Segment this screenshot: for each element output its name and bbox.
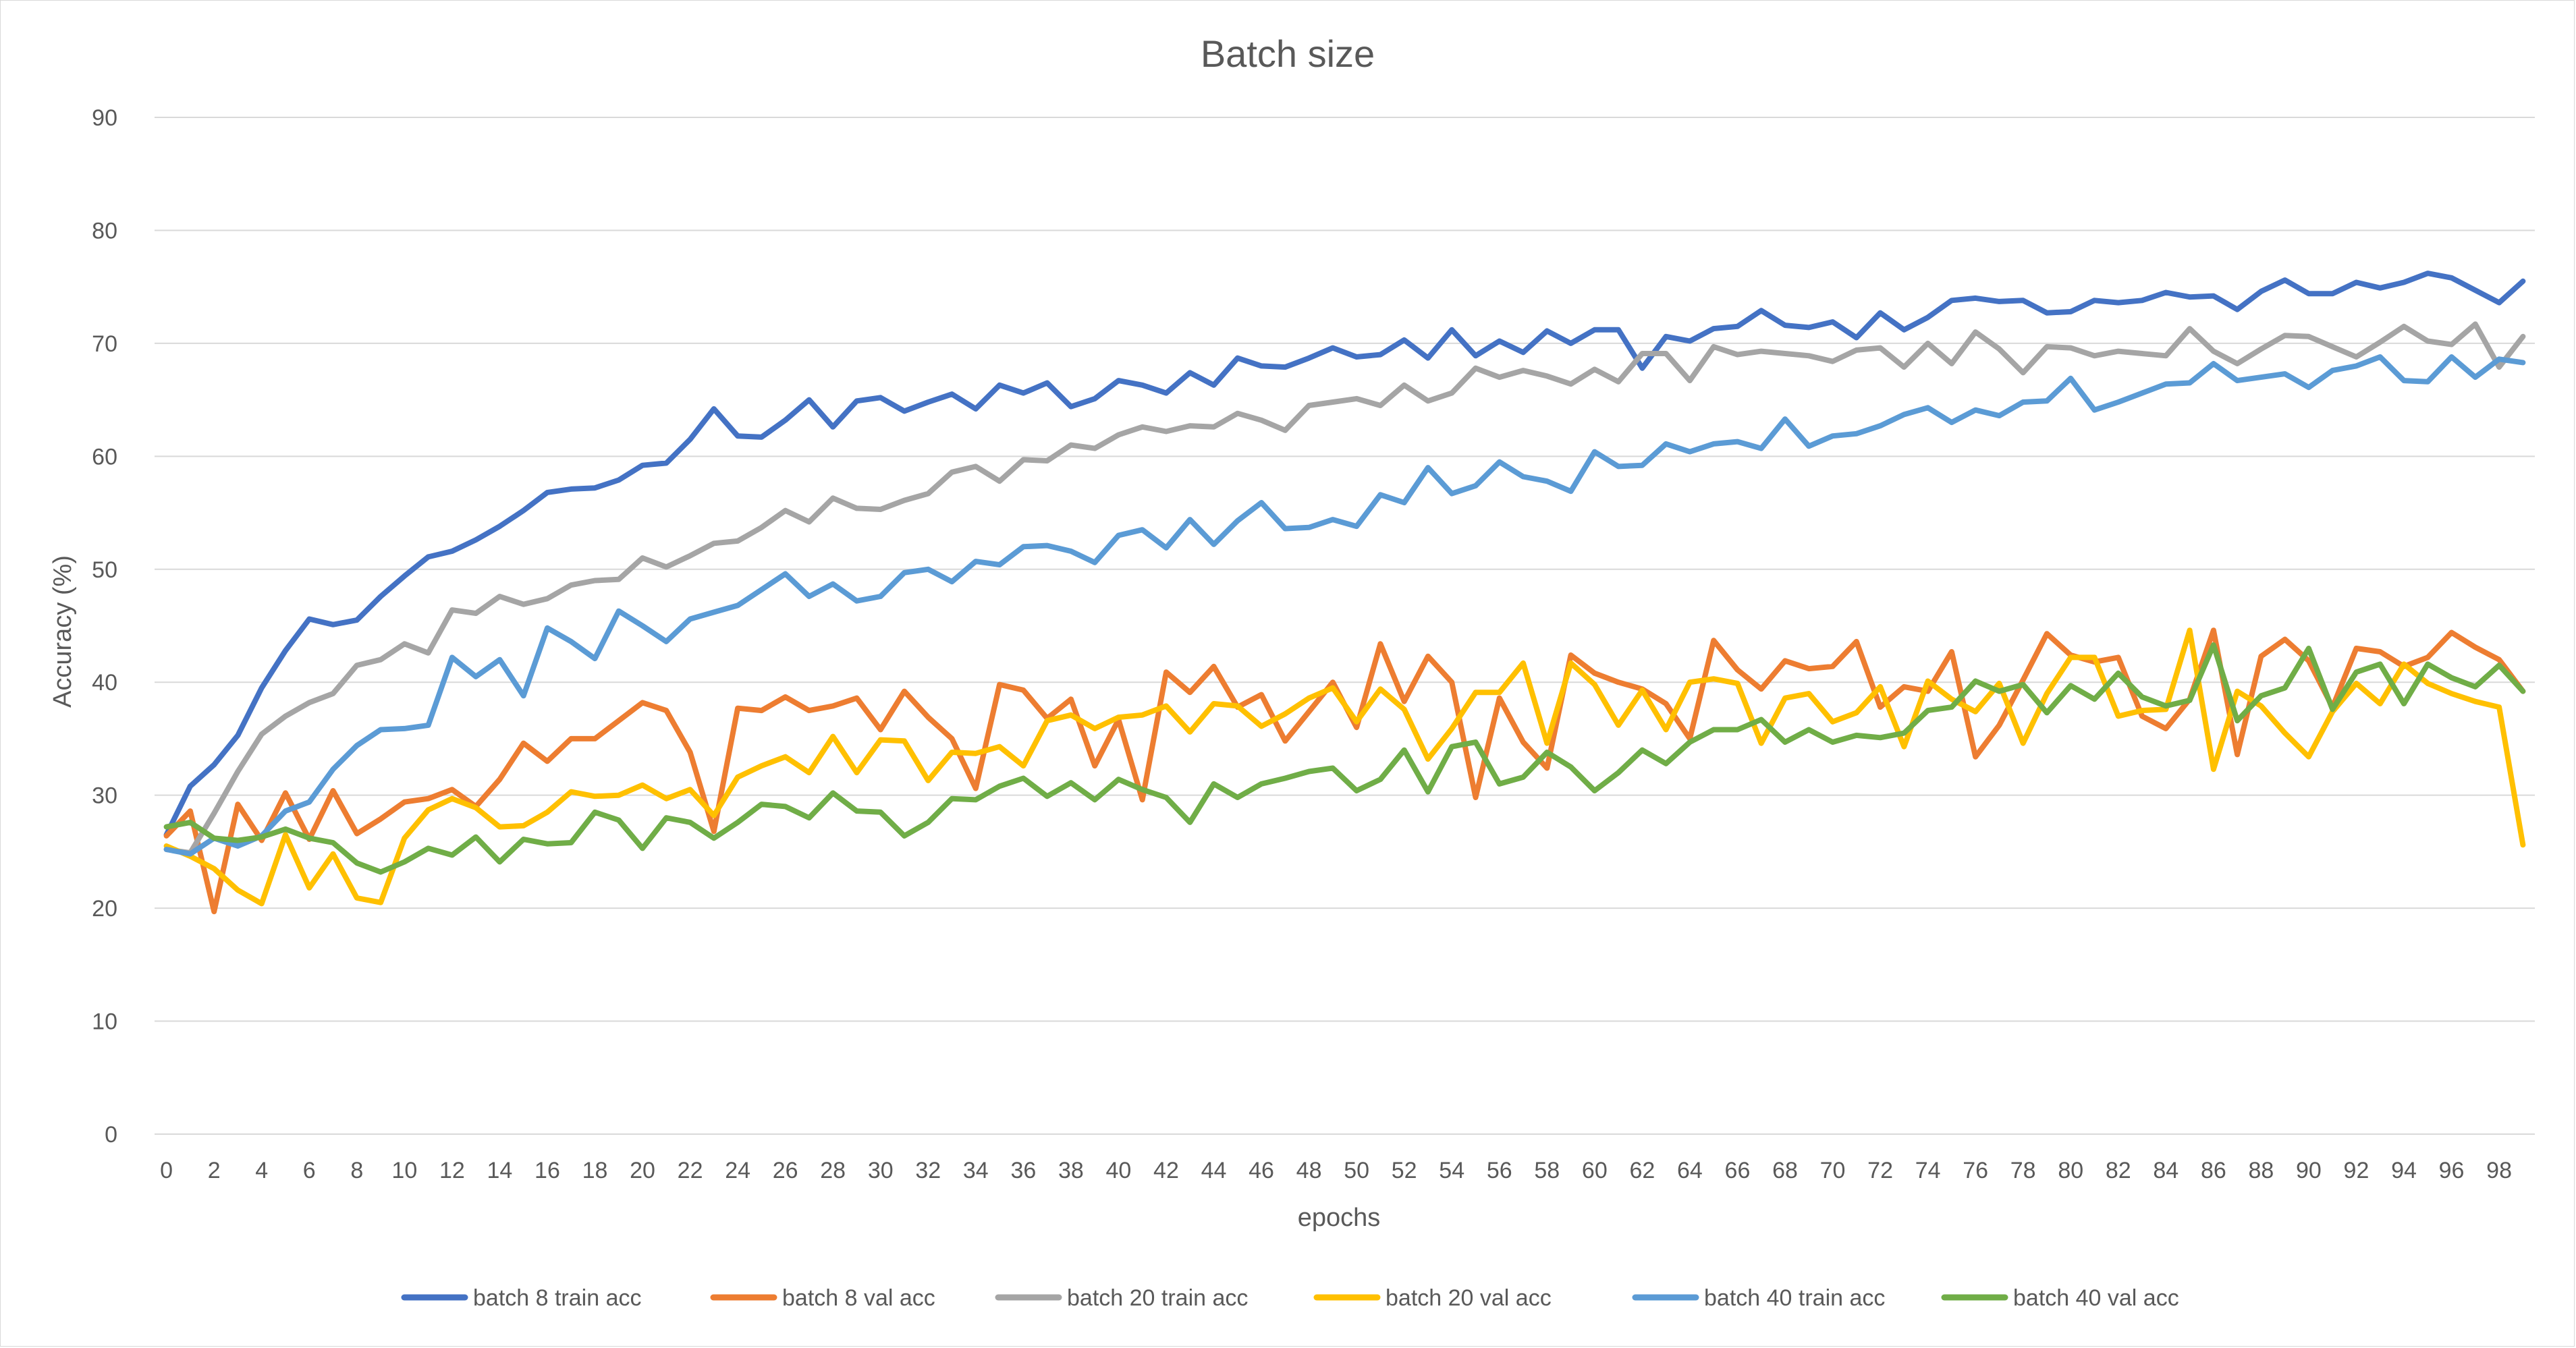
x-tick-label: 72 [1867, 1158, 1893, 1183]
series-line-batch-40-val-acc [163, 642, 2526, 875]
data-series [163, 271, 2526, 915]
gridlines [155, 117, 2535, 1135]
x-tick-label: 44 [1201, 1158, 1227, 1183]
y-tick-label: 40 [92, 670, 117, 696]
x-tick-label: 46 [1249, 1158, 1274, 1183]
x-tick-label: 54 [1439, 1158, 1464, 1183]
x-tick-label: 22 [678, 1158, 703, 1183]
x-tick-label: 32 [915, 1158, 941, 1183]
x-tick-label: 48 [1296, 1158, 1322, 1183]
x-tick-label: 62 [1629, 1158, 1655, 1183]
x-tick-label: 4 [255, 1158, 268, 1183]
x-tick-label: 20 [630, 1158, 655, 1183]
series-line-batch-40-train-acc [163, 354, 2526, 857]
x-tick-label: 28 [820, 1158, 846, 1183]
x-tick-label: 34 [963, 1158, 989, 1183]
series-line-batch-20-train-acc [163, 321, 2526, 856]
y-tick-label: 10 [92, 1009, 117, 1035]
x-tick-label: 80 [2058, 1158, 2083, 1183]
y-axis-tick-labels: 0 10 20 30 40 50 60 70 80 90 [92, 105, 117, 1148]
x-tick-label: 96 [2439, 1158, 2465, 1183]
x-axis-tick-labels: 0 2 4 6 8 10 12 14 16 18 20 22 24 26 28 30 32 34 36 38 40 42 4… [160, 1158, 2512, 1183]
series-line-batch-20-val-acc [163, 627, 2526, 907]
legend: batch 8 train acc batch 8 val acc batch 20… [401, 1285, 2179, 1311]
y-tick-label: 50 [92, 557, 117, 583]
legend-label: batch 20 train acc [1067, 1285, 1248, 1311]
x-tick-label: 50 [1344, 1158, 1369, 1183]
x-tick-label: 58 [1534, 1158, 1560, 1183]
x-tick-label: 88 [2248, 1158, 2274, 1183]
x-tick-label: 70 [1820, 1158, 1846, 1183]
y-tick-label: 90 [92, 105, 117, 131]
x-tick-label: 36 [1010, 1158, 1036, 1183]
x-tick-label: 0 [160, 1158, 173, 1183]
x-tick-label: 40 [1106, 1158, 1132, 1183]
series-line-batch-8-train-acc [163, 271, 2526, 838]
x-tick-label: 8 [350, 1158, 363, 1183]
x-tick-label: 26 [773, 1158, 798, 1183]
series-line-batch-8-val-acc [163, 627, 2526, 915]
x-tick-label: 12 [439, 1158, 465, 1183]
x-tick-label: 66 [1725, 1158, 1751, 1183]
x-axis-title: epochs [1298, 1204, 1381, 1232]
x-tick-label: 2 [208, 1158, 221, 1183]
y-tick-label: 70 [92, 331, 117, 357]
x-tick-label: 86 [2201, 1158, 2226, 1183]
x-tick-label: 6 [303, 1158, 316, 1183]
x-tick-label: 38 [1058, 1158, 1084, 1183]
legend-label: batch 8 val acc [782, 1285, 935, 1311]
x-tick-label: 42 [1153, 1158, 1179, 1183]
legend-label: batch 40 val acc [2013, 1285, 2179, 1311]
x-tick-label: 74 [1915, 1158, 1941, 1183]
y-tick-label: 30 [92, 783, 117, 809]
legend-label: batch 40 train acc [1704, 1285, 1885, 1311]
x-tick-label: 76 [1963, 1158, 1988, 1183]
x-tick-label: 24 [725, 1158, 750, 1183]
x-tick-label: 16 [535, 1158, 560, 1183]
legend-label: batch 8 train acc [473, 1285, 641, 1311]
x-tick-label: 92 [2344, 1158, 2369, 1183]
x-tick-label: 14 [487, 1158, 513, 1183]
x-tick-label: 56 [1487, 1158, 1512, 1183]
y-tick-label: 60 [92, 444, 117, 470]
x-tick-label: 68 [1772, 1158, 1798, 1183]
y-tick-label: 20 [92, 896, 117, 922]
x-tick-label: 30 [868, 1158, 894, 1183]
y-tick-label: 80 [92, 218, 117, 244]
x-tick-label: 64 [1677, 1158, 1703, 1183]
legend-label: batch 20 val acc [1386, 1285, 1552, 1311]
x-tick-label: 78 [2010, 1158, 2036, 1183]
y-axis-title: Accuracy (%) [49, 555, 77, 708]
x-tick-label: 18 [582, 1158, 608, 1183]
y-tick-label: 0 [105, 1122, 117, 1148]
x-tick-label: 52 [1392, 1158, 1417, 1183]
x-tick-label: 90 [2296, 1158, 2322, 1183]
chart-title: Batch size [1201, 32, 1375, 75]
x-tick-label: 82 [2106, 1158, 2131, 1183]
x-tick-label: 98 [2486, 1158, 2512, 1183]
x-tick-label: 84 [2153, 1158, 2178, 1183]
x-tick-label: 60 [1582, 1158, 1608, 1183]
x-tick-label: 10 [391, 1158, 417, 1183]
x-tick-label: 94 [2391, 1158, 2417, 1183]
